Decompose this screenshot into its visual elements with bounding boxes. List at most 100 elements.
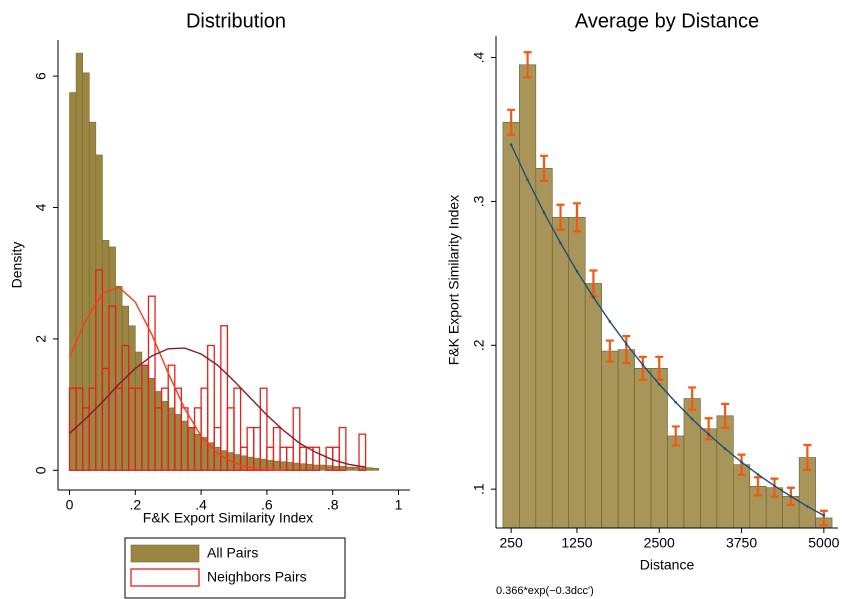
y-tick-label: .1 <box>471 483 487 495</box>
histogram-bar <box>325 465 333 471</box>
error-bar <box>688 386 697 411</box>
fit-point <box>526 178 529 182</box>
fit-point <box>806 505 809 508</box>
error-bar <box>523 51 532 79</box>
histogram-bar <box>233 387 242 471</box>
x-tick-label: .6 <box>261 497 273 513</box>
error-bar <box>671 425 680 447</box>
bar <box>700 428 718 529</box>
chart-title: Average by Distance <box>575 10 759 32</box>
histogram-bar <box>352 466 360 471</box>
x-axis-label: Distance <box>640 557 695 573</box>
fit-point <box>575 269 579 273</box>
x-tick-label: 2500 <box>644 535 675 551</box>
histogram-bar <box>306 464 314 471</box>
fit-point <box>592 295 595 299</box>
histogram-bar <box>148 378 156 471</box>
error-bar <box>704 417 713 441</box>
bar <box>519 64 537 529</box>
bar <box>601 350 619 529</box>
chart-title: Distribution <box>186 10 286 32</box>
histogram-bar <box>312 464 320 471</box>
x-tick-label: 0 <box>66 497 74 513</box>
fit-point <box>789 495 793 498</box>
fit-point <box>559 241 562 245</box>
histogram-bar <box>194 433 202 471</box>
x-tick-label: 5000 <box>808 535 839 551</box>
histogram-bar <box>174 414 182 471</box>
histogram-bar <box>161 401 169 471</box>
y-tick-label: 6 <box>33 72 49 80</box>
bar <box>650 368 668 529</box>
error-bar <box>737 453 746 476</box>
histogram-bar <box>95 154 103 471</box>
histogram-bar <box>319 464 327 471</box>
error-bar <box>803 443 812 472</box>
fit-point <box>542 211 546 214</box>
bar <box>716 415 734 529</box>
histogram-bar <box>88 121 97 471</box>
histogram-bar <box>167 407 176 471</box>
histogram-bar <box>82 72 90 471</box>
y-tick-label: 4 <box>33 203 49 211</box>
legend-swatch <box>130 544 200 563</box>
bar <box>551 216 570 529</box>
histogram-bar <box>345 466 353 471</box>
histogram-bar <box>135 351 143 471</box>
bar <box>667 435 685 529</box>
y-tick-label: .3 <box>471 195 487 207</box>
histogram-bar <box>141 364 149 471</box>
histogram-bar <box>240 455 248 471</box>
fit-curve <box>510 144 825 517</box>
fit-point <box>509 143 513 146</box>
histogram-bar <box>220 450 228 471</box>
histogram-bar <box>279 461 287 471</box>
error-bar <box>819 509 828 527</box>
fit-point <box>625 342 628 346</box>
fit-point <box>641 363 645 367</box>
fit-point <box>756 473 760 476</box>
y-tick-label: .4 <box>471 52 487 64</box>
bar <box>617 349 635 529</box>
x-tick-label: .4 <box>195 497 207 513</box>
histogram-bar <box>128 325 136 471</box>
density-curve <box>69 347 366 468</box>
fit-point <box>674 400 678 404</box>
error-bar <box>572 202 581 233</box>
histogram-bar <box>233 454 241 471</box>
x-tick-label: 1 <box>395 497 403 513</box>
error-bar <box>540 154 549 182</box>
fit-note: 0.366*exp(−0.3dcc') <box>496 585 594 597</box>
y-tick-label: .2 <box>471 339 487 351</box>
histogram-bar <box>181 420 189 471</box>
x-tick-label: .2 <box>129 497 141 513</box>
histogram-bar <box>121 305 130 471</box>
histogram-bar <box>207 344 215 471</box>
histogram-bar <box>312 446 321 471</box>
legend-swatch <box>130 568 200 587</box>
error-bar <box>622 334 631 365</box>
y-axis-label: Density <box>9 242 25 289</box>
error-bar <box>556 203 565 231</box>
histogram-bar <box>273 460 281 471</box>
histogram-bar <box>69 92 77 471</box>
legend-label: Neighbors Pairs <box>207 569 307 585</box>
legend-label: All Pairs <box>207 545 258 561</box>
histogram-bar <box>286 462 294 471</box>
error-bar <box>507 108 516 136</box>
histogram-bar <box>220 325 229 471</box>
error-bar <box>638 355 647 381</box>
error-bar <box>655 355 664 381</box>
fit-point <box>707 433 710 436</box>
histogram-bar <box>299 463 307 471</box>
histogram-bar <box>187 427 195 471</box>
histogram-bar <box>358 433 367 471</box>
fit-point <box>690 417 694 421</box>
bar <box>568 216 586 529</box>
x-tick-label: 1250 <box>561 535 592 551</box>
histogram-bar <box>75 52 83 471</box>
histogram-bar <box>292 407 301 471</box>
error-bar <box>754 476 763 497</box>
x-tick-label: .8 <box>327 497 339 513</box>
